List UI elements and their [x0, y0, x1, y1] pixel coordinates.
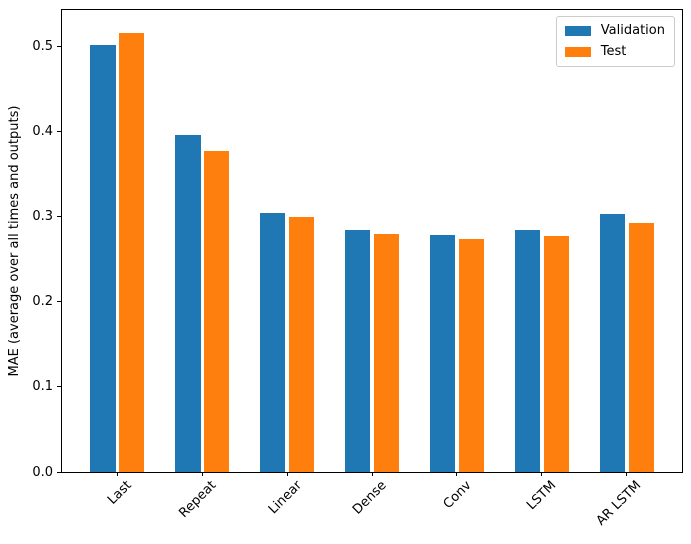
bar-validation-last: [90, 44, 116, 472]
bar-test-conv: [458, 238, 485, 472]
y-axis-label: MAE (average over all times and outputs): [7, 105, 22, 377]
y-tick-label-0.3: 0.3: [32, 209, 53, 225]
bar-validation-conv: [429, 234, 456, 472]
bar-test-dense: [373, 233, 400, 472]
y-tick-label-0.1: 0.1: [32, 379, 53, 395]
bar-validation-linear: [259, 212, 286, 472]
x-tick-label-linear: Linear: [265, 478, 305, 518]
legend-item-validation: Validation: [564, 23, 665, 38]
y-tick-0.3: [57, 216, 61, 218]
x-tick-label-ar-lstm: AR LSTM: [593, 478, 645, 529]
x-tick-dense: [371, 472, 373, 476]
x-tick-ar-lstm: [626, 472, 628, 476]
x-tick-label-repeat: Repeat: [176, 478, 220, 521]
x-tick-conv: [456, 472, 458, 476]
bar-validation-lstm: [514, 230, 541, 472]
bars-layer: [62, 10, 682, 472]
legend-label-test: Test: [600, 44, 627, 59]
y-tick-0.0: [57, 471, 61, 473]
y-tick-label-0.2: 0.2: [32, 294, 53, 310]
y-tick-0.1: [57, 386, 61, 388]
legend-swatch-test: [564, 47, 591, 57]
y-tick-label-0.5: 0.5: [32, 39, 53, 55]
bar-test-last: [118, 33, 145, 472]
x-tick-last: [116, 472, 118, 476]
y-tick-0.2: [57, 301, 61, 303]
x-tick-label-dense: Dense: [349, 478, 390, 518]
x-tick-label-lstm: LSTM: [524, 478, 560, 514]
y-tick-0.4: [57, 131, 61, 133]
x-tick-label-last: Last: [105, 478, 135, 508]
y-tick-label-0.4: 0.4: [32, 124, 53, 140]
bar-validation-ar-lstm: [599, 214, 626, 472]
x-tick-lstm: [541, 472, 543, 476]
legend-label-validation: Validation: [600, 23, 665, 38]
bar-test-ar-lstm: [628, 222, 654, 472]
bar-validation-dense: [344, 230, 371, 472]
legend: Validation Test: [555, 16, 675, 67]
y-tick-label-0.0: 0.0: [32, 464, 53, 480]
x-tick-repeat: [201, 472, 203, 476]
legend-swatch-validation: [564, 26, 591, 36]
legend-item-test: Test: [564, 44, 665, 59]
plot-area: Validation Test: [61, 9, 683, 473]
x-tick-linear: [286, 472, 288, 476]
bar-test-repeat: [203, 151, 230, 472]
bar-validation-repeat: [175, 135, 201, 472]
y-tick-0.5: [57, 46, 61, 48]
bar-test-linear: [288, 216, 315, 472]
bar-test-lstm: [543, 236, 570, 472]
x-tick-label-conv: Conv: [440, 478, 475, 512]
